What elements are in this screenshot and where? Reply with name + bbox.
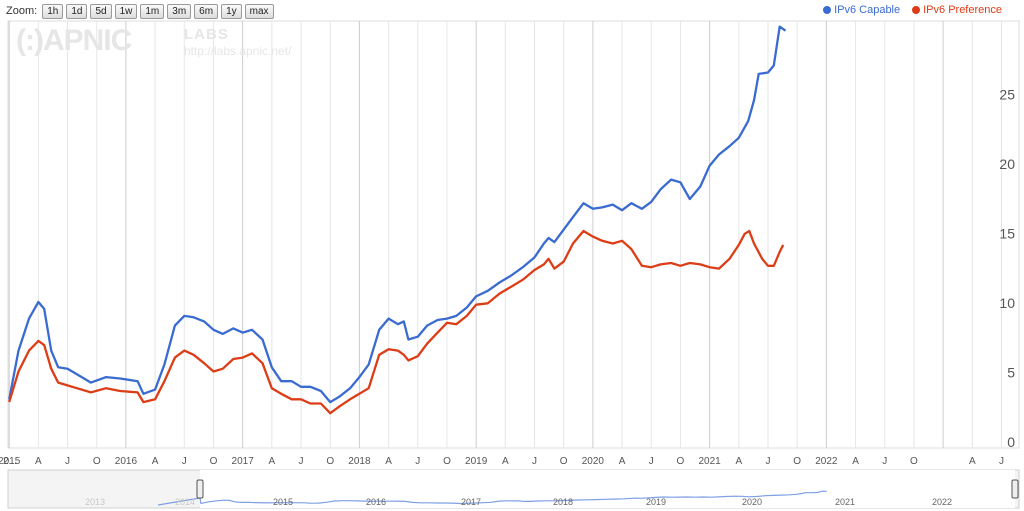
- x-tick-label-month: O: [910, 456, 918, 467]
- x-tick-label-month: O: [326, 456, 334, 467]
- x-tick-label-month: J: [299, 456, 304, 467]
- range-selector-year-label: 2013: [85, 497, 105, 507]
- x-tick-label-year: 2016: [115, 456, 138, 467]
- chart-legend: IPv6 Capable IPv6 Preference: [823, 4, 1002, 16]
- apnic-watermark-url: http://labs.apnic.net/: [184, 44, 292, 58]
- zoom-1w-button[interactable]: 1w: [114, 3, 138, 19]
- x-tick-label-month: J: [766, 456, 771, 467]
- legend-dot-preference-icon: [912, 6, 921, 14]
- plot-area: [7, 20, 1020, 449]
- x-tick-label-year: 2018: [348, 456, 371, 467]
- range-selector-year-label: 2018: [553, 497, 573, 507]
- zoom-1d-button[interactable]: 1d: [66, 3, 88, 19]
- y-tick-label: 15: [999, 225, 1015, 241]
- series-line-ipv6-preference: [8, 229, 785, 415]
- range-selector-year-label: 2019: [646, 497, 666, 507]
- x-tick-label-month: J: [532, 456, 537, 467]
- x-tick-label-year: 2022: [815, 456, 838, 467]
- x-tick-label-month: O: [560, 456, 568, 467]
- range-handle-left[interactable]: [196, 479, 204, 499]
- x-tick-label-year: 2015: [0, 456, 21, 467]
- range-selector-overview-line: [157, 490, 827, 506]
- x-tick-label-month: A: [152, 456, 159, 467]
- range-selector-year-label: 2022: [932, 497, 952, 507]
- range-selector-year-label: 2021: [835, 497, 855, 507]
- range-selector-year-label: 2020: [742, 497, 762, 507]
- x-tick-label-start: 2...: [3, 456, 17, 467]
- zoom-3m-button[interactable]: 3m: [167, 3, 192, 19]
- apnic-watermark-logo: (:)APNIC: [16, 24, 132, 57]
- zoom-6m-button[interactable]: 6m: [194, 3, 219, 19]
- x-tick-label-month: J: [415, 456, 420, 467]
- x-tick-label-month: O: [793, 456, 801, 467]
- zoom-label: Zoom:: [6, 5, 38, 17]
- x-tick-label-month: A: [852, 456, 859, 467]
- zoom-1m-button[interactable]: 1m: [140, 3, 165, 19]
- apnic-watermark-labs: LABS: [184, 26, 229, 43]
- y-tick-label: 25: [999, 86, 1015, 102]
- x-tick-label-month: A: [969, 456, 976, 467]
- x-tick-label-month: A: [502, 456, 509, 467]
- x-tick-label-month: A: [35, 456, 42, 467]
- range-selector-year-label: 2017: [461, 497, 481, 507]
- x-tick-label-month: J: [649, 456, 654, 467]
- legend-item-preference[interactable]: IPv6 Preference: [912, 4, 1002, 16]
- x-tick-label-month: A: [735, 456, 742, 467]
- x-tick-label-month: J: [999, 456, 1004, 467]
- x-tick-label-month: O: [93, 456, 101, 467]
- y-tick-label: 20: [999, 156, 1015, 172]
- x-tick-label-year: 2021: [699, 456, 722, 467]
- x-tick-label-month: J: [65, 456, 70, 467]
- legend-item-capable[interactable]: IPv6 Capable: [823, 4, 900, 16]
- x-tick-label-month: A: [619, 456, 626, 467]
- legend-label-capable: IPv6 Capable: [834, 4, 901, 16]
- range-handle-right[interactable]: [1011, 479, 1019, 499]
- zoom-1h-button[interactable]: 1h: [42, 3, 64, 19]
- legend-label-preference: IPv6 Preference: [923, 4, 1002, 16]
- x-tick-label-month: J: [882, 456, 887, 467]
- x-tick-label-year: 2017: [232, 456, 255, 467]
- series-line-ipv6-capable: [8, 25, 787, 404]
- x-tick-label-month: O: [677, 456, 685, 467]
- range-selector-year-label: 2016: [366, 497, 386, 507]
- x-tick-label-month: O: [443, 456, 451, 467]
- zoom-max-button[interactable]: max: [244, 3, 274, 19]
- y-tick-label: 0: [1007, 434, 1015, 450]
- y-tick-label: 10: [999, 295, 1015, 311]
- x-tick-label-month: A: [385, 456, 392, 467]
- x-tick-label-year: 2019: [465, 456, 488, 467]
- x-tick-label-month: O: [210, 456, 218, 467]
- range-selector-year-label: 2014: [175, 497, 195, 507]
- zoom-1y-button[interactable]: 1y: [221, 3, 242, 19]
- x-tick-label-month: J: [182, 456, 187, 467]
- range-selector-year-label: 2015: [273, 497, 293, 507]
- range-selector-window: [200, 470, 1015, 508]
- x-tick-label-year: 2020: [582, 456, 605, 467]
- zoom-5d-button[interactable]: 5d: [90, 3, 112, 19]
- y-tick-label: 5: [1007, 365, 1015, 381]
- legend-dot-capable-icon: [823, 6, 832, 14]
- x-tick-label-month: A: [269, 456, 276, 467]
- zoom-toolbar: Zoom: 1h 1d 5d 1w 1m 3m 6m 1y max: [6, 2, 274, 20]
